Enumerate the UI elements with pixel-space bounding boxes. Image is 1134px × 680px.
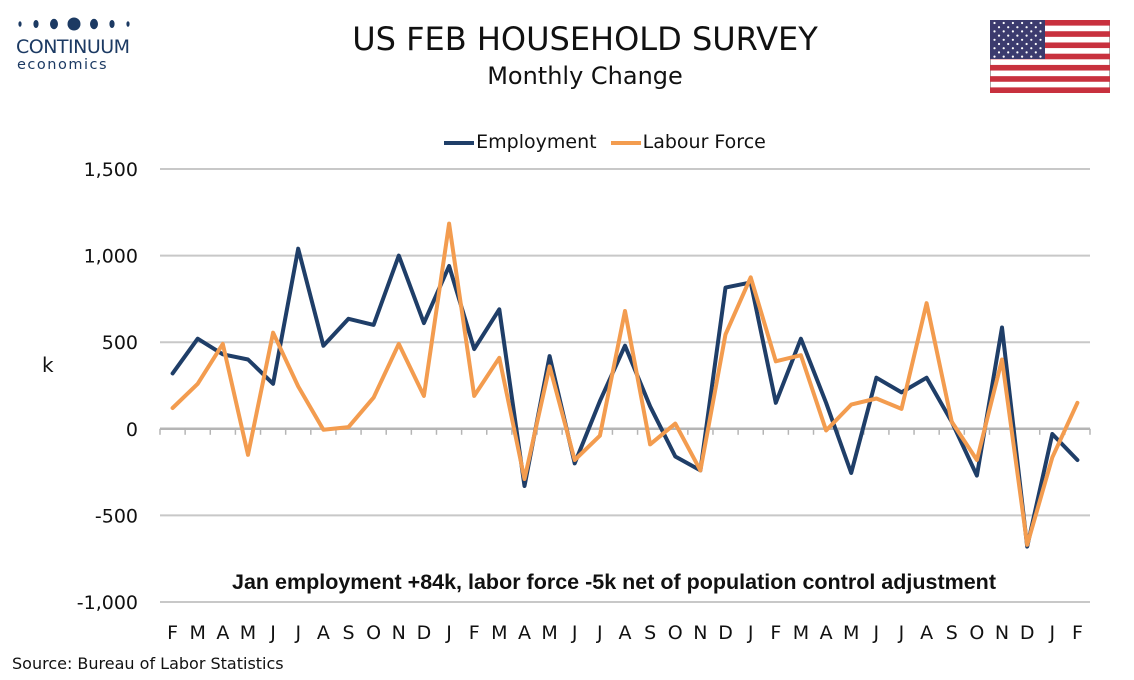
x-tick-label: J [294, 622, 301, 644]
legend-item-employment: Employment [444, 131, 597, 153]
x-tick-label: M [240, 622, 256, 644]
x-tick-label: S [342, 622, 354, 644]
x-tick-label: F [770, 622, 781, 644]
x-tick-label: N [693, 622, 707, 644]
x-tick-label: J [571, 622, 578, 644]
chart-legend: Employment Labour Force [0, 131, 1134, 153]
x-tick-label: M [189, 622, 205, 644]
x-tick-label: A [619, 622, 632, 644]
x-tick-label: F [469, 622, 480, 644]
x-tick-label: O [668, 622, 683, 644]
y-tick-label: 500 [102, 332, 138, 354]
x-tick-label: S [644, 622, 656, 644]
series-line-labour-force [170, 221, 1080, 547]
x-tick-label: S [946, 622, 958, 644]
x-tick-label: J [1048, 622, 1055, 644]
y-axis-label: k [42, 353, 54, 377]
legend-label-labour-force: Labour Force [642, 131, 766, 153]
x-tick-label: M [843, 622, 859, 644]
x-tick-label: J [269, 622, 276, 644]
x-tick-label: D [1020, 622, 1035, 644]
legend-label-employment: Employment [476, 131, 597, 153]
y-tick-label: 0 [126, 419, 138, 441]
x-tick-label: A [216, 622, 229, 644]
x-tick-label: J [898, 622, 905, 644]
x-tick-label: F [1072, 622, 1083, 644]
x-tick-label: A [820, 622, 833, 644]
legend-item-labour-force: Labour Force [610, 131, 766, 153]
x-tick-label: J [873, 622, 880, 644]
x-tick-label: O [366, 622, 381, 644]
logo-word-economics: economics [17, 57, 109, 73]
series-line-employment [170, 246, 1080, 549]
legend-swatch-labour-force [610, 140, 641, 145]
x-tick-label: A [920, 622, 933, 644]
x-tick-label: N [392, 622, 406, 644]
y-tick-label: 1,500 [84, 159, 138, 181]
x-tick-label: J [747, 622, 754, 644]
logo-dots-icon [18, 17, 130, 31]
logo-word-continuum: CONTINUUM [16, 36, 130, 58]
chart-title: US FEB HOUSEHOLD SURVEY [352, 20, 818, 58]
x-tick-label: M [793, 622, 809, 644]
x-tick-label: F [167, 622, 178, 644]
x-tick-label: M [491, 622, 507, 644]
chart-annotation: Jan employment +84k, labor force -5k net… [232, 570, 996, 594]
x-tick-label: J [445, 622, 452, 644]
x-tick-label: D [417, 622, 432, 644]
y-tick-label: -1,000 [77, 592, 138, 614]
legend-swatch-employment [444, 140, 475, 145]
x-tick-label: J [596, 622, 603, 644]
x-tick-label: N [995, 622, 1009, 644]
continuum-economics-logo: CONTINUUM economics [12, 12, 142, 82]
x-tick-label: D [718, 622, 733, 644]
x-tick-label: M [541, 622, 557, 644]
x-tick-label: A [518, 622, 531, 644]
x-tick-label: O [969, 622, 984, 644]
chart-subtitle: Monthly Change [487, 62, 683, 90]
x-tick-label: A [317, 622, 330, 644]
us-flag-icon [990, 20, 1110, 93]
y-tick-label: 1,000 [84, 246, 138, 268]
source-note: Source: Bureau of Labor Statistics [12, 654, 284, 673]
y-tick-label: -500 [95, 505, 138, 527]
